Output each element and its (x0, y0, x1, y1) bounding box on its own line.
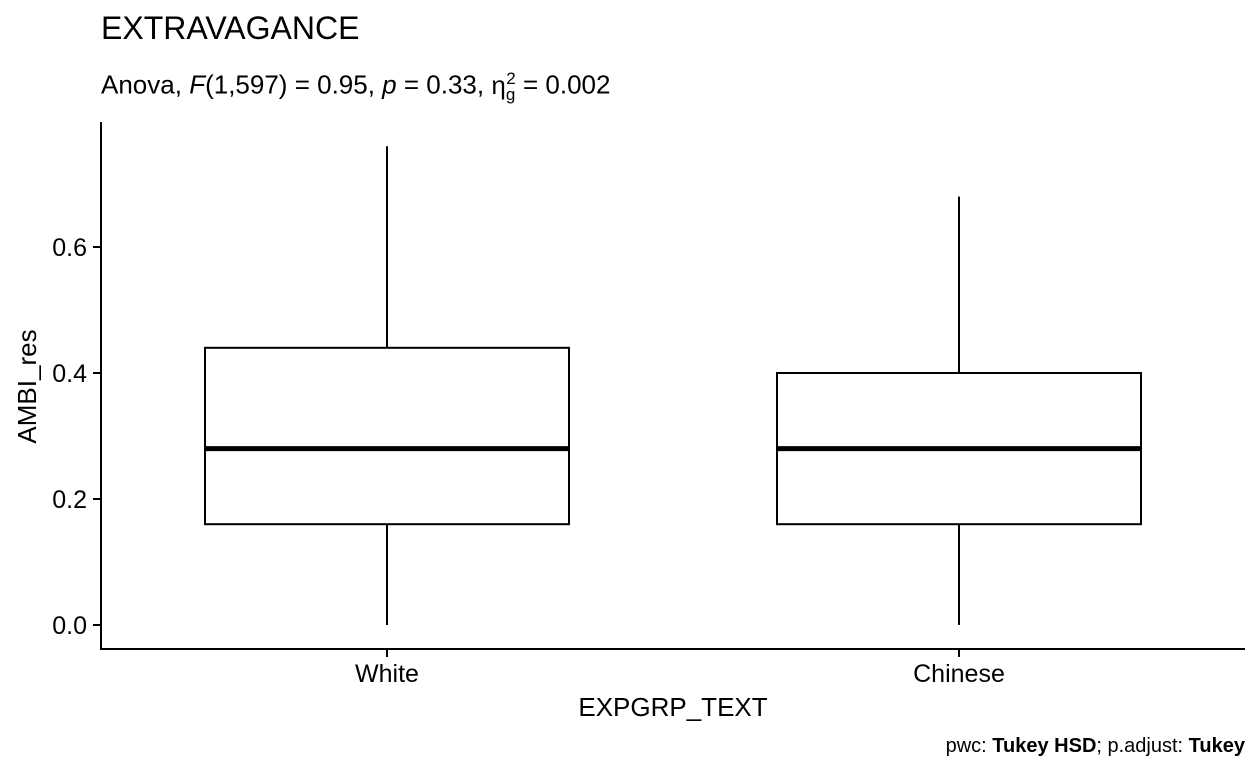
eta-squared: ηg2 (491, 69, 516, 104)
pwc-label: pwc: (945, 735, 993, 757)
y-tick-label: 0.6 (52, 234, 87, 262)
f-symbol: F (189, 69, 206, 100)
y-tick-label: 0.0 (52, 612, 87, 640)
y-tick-label: 0.2 (52, 486, 87, 514)
x-tick-label: White (355, 660, 419, 688)
x-tick-label: Chinese (913, 660, 1005, 688)
chart-caption: pwc: Tukey HSD; p.adjust: Tukey (946, 733, 1245, 759)
padj-method: Tukey (1188, 735, 1245, 757)
y-tick-label: 0.4 (52, 360, 87, 388)
eta-subscript: g (505, 84, 516, 104)
eta-superscript: 2 (506, 69, 516, 88)
f-value: 0.95 (317, 69, 368, 100)
y-axis-title: AMBI_res (12, 329, 42, 443)
test-name: Anova (101, 69, 175, 100)
f-df: (1,597) (205, 69, 288, 100)
pwc-method: Tukey HSD (992, 735, 1097, 757)
p-symbol: p (382, 69, 397, 100)
p-value: 0.33 (426, 69, 477, 100)
padj-label: ; p.adjust: (1096, 735, 1189, 757)
x-axis-title: EXPGRP_TEXT (578, 692, 767, 722)
chart-title: EXTRAVAGANCE (101, 10, 360, 46)
box (204, 346, 570, 526)
chart-subtitle: Anova, F(1,597) = 0.95, p = 0.33, ηg2 = … (101, 69, 611, 104)
eta-symbol: η (491, 69, 506, 100)
eta-value: 0.002 (545, 69, 611, 100)
